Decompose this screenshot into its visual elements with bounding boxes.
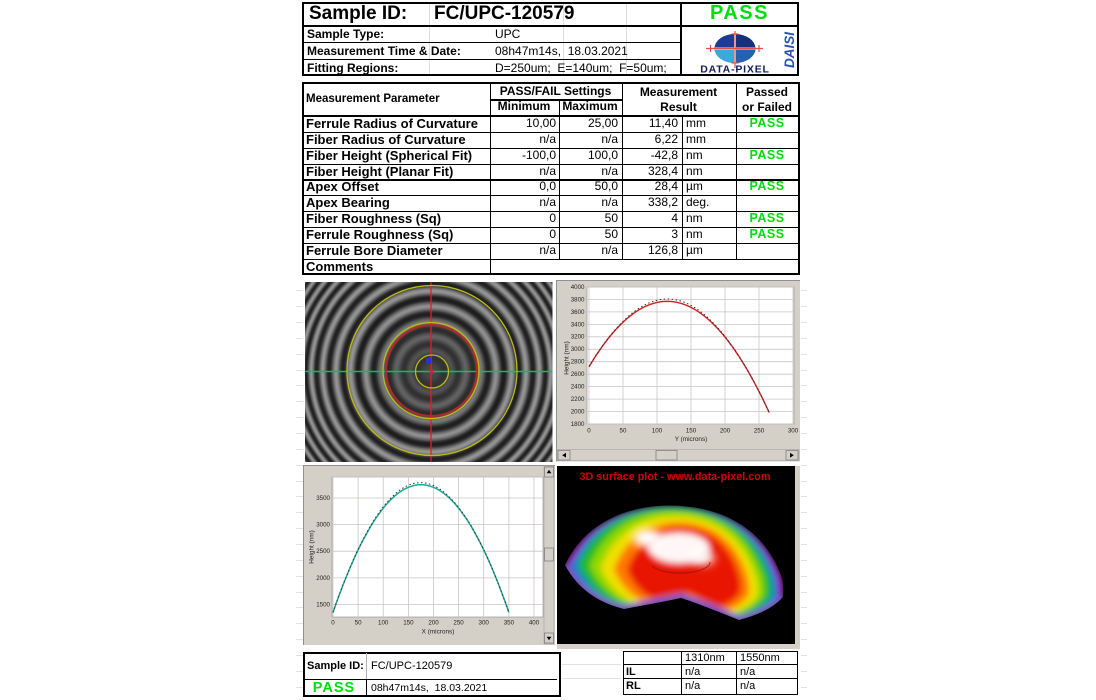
svg-text:3400: 3400 bbox=[571, 321, 585, 328]
svg-text:200: 200 bbox=[720, 428, 731, 435]
svg-text:0: 0 bbox=[587, 428, 591, 435]
svg-text:2200: 2200 bbox=[571, 396, 585, 403]
svg-text:DAISI: DAISI bbox=[782, 32, 797, 68]
svg-text:Y (microns): Y (microns) bbox=[675, 436, 708, 443]
svg-text:2500: 2500 bbox=[316, 548, 330, 555]
svg-text:1500: 1500 bbox=[316, 601, 330, 608]
svg-text:100: 100 bbox=[378, 620, 389, 627]
svg-text:2400: 2400 bbox=[571, 384, 585, 391]
svg-text:0: 0 bbox=[331, 620, 335, 627]
svg-text:Height (nm): Height (nm) bbox=[564, 341, 571, 374]
svg-text:3800: 3800 bbox=[571, 296, 585, 303]
svg-text:300: 300 bbox=[788, 428, 799, 435]
svg-text:100: 100 bbox=[652, 428, 663, 435]
svg-text:3500: 3500 bbox=[316, 495, 330, 502]
svg-text:4000: 4000 bbox=[571, 284, 585, 291]
svg-text:3D surface plot - www.data-pix: 3D surface plot - www.data-pixel.com bbox=[580, 471, 771, 483]
svg-text:50: 50 bbox=[620, 428, 627, 435]
svg-text:1800: 1800 bbox=[571, 421, 585, 428]
svg-text:DATA-PIXEL: DATA-PIXEL bbox=[700, 64, 769, 75]
svg-text:X (microns): X (microns) bbox=[422, 629, 455, 636]
svg-text:Height (nm): Height (nm) bbox=[309, 530, 316, 563]
svg-text:3000: 3000 bbox=[571, 346, 585, 353]
svg-text:250: 250 bbox=[453, 620, 464, 627]
svg-text:300: 300 bbox=[479, 620, 490, 627]
svg-text:2800: 2800 bbox=[571, 359, 585, 366]
svg-text:3600: 3600 bbox=[571, 309, 585, 316]
svg-text:200: 200 bbox=[428, 620, 439, 627]
svg-text:2600: 2600 bbox=[571, 371, 585, 378]
svg-text:3000: 3000 bbox=[316, 522, 330, 529]
svg-text:400: 400 bbox=[529, 620, 540, 627]
svg-text:150: 150 bbox=[403, 620, 414, 627]
svg-text:50: 50 bbox=[355, 620, 362, 627]
svg-text:150: 150 bbox=[686, 428, 697, 435]
svg-text:2000: 2000 bbox=[571, 408, 585, 415]
svg-text:2000: 2000 bbox=[316, 575, 330, 582]
svg-text:250: 250 bbox=[754, 428, 765, 435]
svg-text:350: 350 bbox=[504, 620, 515, 627]
svg-text:3200: 3200 bbox=[571, 334, 585, 341]
